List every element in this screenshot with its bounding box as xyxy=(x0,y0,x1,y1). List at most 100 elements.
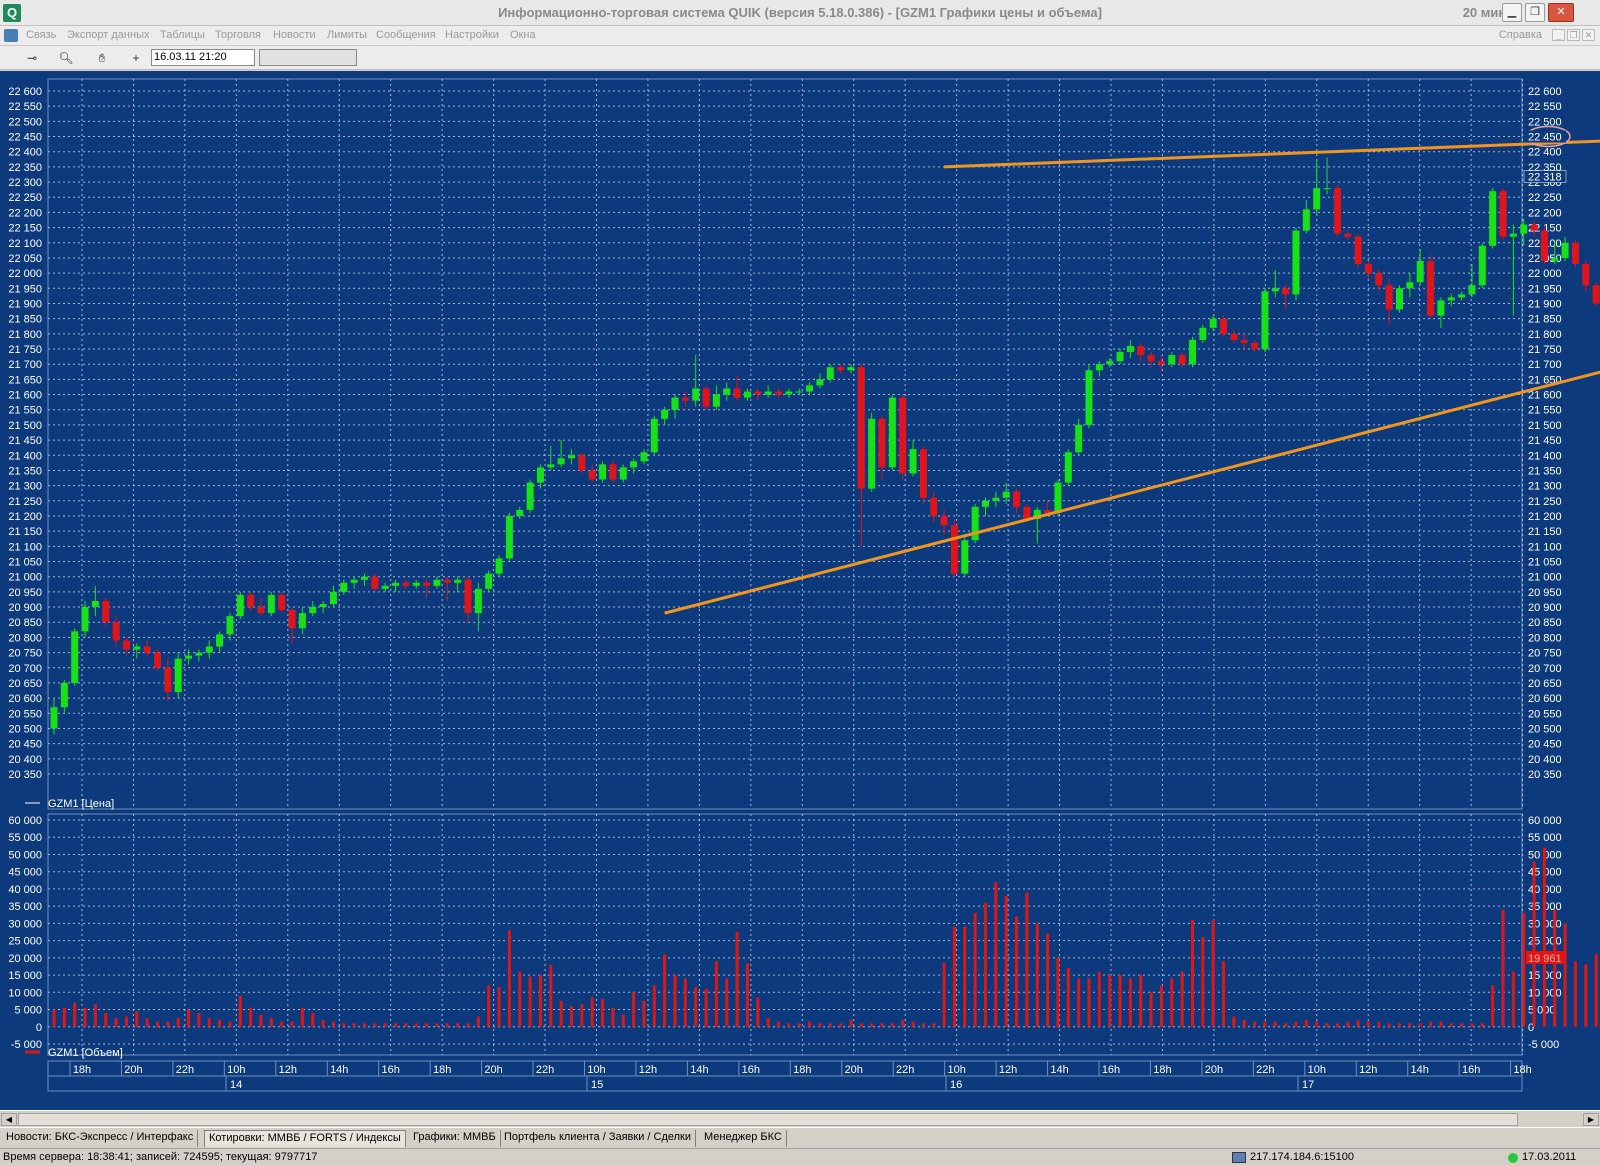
restore-button[interactable]: ❐ xyxy=(1525,3,1545,22)
tab-manager[interactable]: Менеджер БКС xyxy=(700,1130,787,1147)
volume-bar xyxy=(1563,923,1567,1027)
bear-candle xyxy=(1375,273,1383,286)
bull-candle xyxy=(847,367,855,371)
bear-candle xyxy=(775,391,782,395)
price-volume-chart[interactable]: 20 350 20 350 20 400 20 400 20 450 20 450 20 5… xyxy=(0,71,1600,1111)
volume-bar xyxy=(1263,1021,1267,1027)
volume-bar xyxy=(1077,978,1081,1027)
menu-item-messages[interactable]: Сообщения xyxy=(376,29,436,41)
volume-bar xyxy=(156,1021,159,1027)
price-tick-label-left: 21 000 xyxy=(8,572,42,584)
volume-bar xyxy=(694,987,698,1027)
bull-candle xyxy=(1095,364,1103,371)
zoom-icon[interactable]: 🔍︎ xyxy=(58,51,74,65)
menu-item-limits[interactable]: Лимиты xyxy=(327,29,368,41)
scroll-right-icon[interactable]: ▶ xyxy=(1583,1113,1599,1126)
bear-candle xyxy=(588,470,596,480)
scroll-left-icon[interactable]: ◀ xyxy=(1,1113,17,1126)
price-tick-label-right: 20 750 xyxy=(1528,648,1562,660)
volume-bar xyxy=(187,1009,191,1027)
minimize-button[interactable]: ▁ xyxy=(1502,3,1522,22)
day-tick-label: 17 xyxy=(1302,1079,1314,1091)
document-icon[interactable] xyxy=(4,29,18,42)
chart-toolbar: ⊸ 🔍︎ ✋︎ + 16.03.11 21:20 xyxy=(0,46,1600,70)
hand-icon[interactable]: ✋︎ xyxy=(98,51,106,65)
value-input[interactable] xyxy=(259,49,357,66)
menu-item-help[interactable]: Справка xyxy=(1498,29,1542,41)
volume-bar xyxy=(1366,1021,1370,1027)
menu-item-news[interactable]: Новости xyxy=(273,29,316,41)
cursor-icon[interactable]: ⊸ xyxy=(26,51,38,65)
crosshair-icon[interactable]: + xyxy=(132,51,140,65)
price-tick-label-left: 21 050 xyxy=(8,557,42,569)
volume-bar xyxy=(93,1004,97,1027)
volume-bar xyxy=(621,1014,625,1027)
bear-candle xyxy=(1354,236,1362,265)
time-tick-label: 16h xyxy=(382,1064,400,1076)
bull-candle xyxy=(91,600,99,608)
volume-bar xyxy=(880,1023,884,1027)
bull-candle xyxy=(1520,224,1528,234)
volume-bar xyxy=(290,1021,294,1027)
volume-bar xyxy=(1315,1021,1319,1027)
bull-candle xyxy=(888,397,896,468)
volume-bar xyxy=(1491,985,1495,1027)
price-tick-label-right: 22 000 xyxy=(1528,268,1562,280)
price-tick-label-right: 21 750 xyxy=(1528,344,1562,356)
bull-candle xyxy=(536,467,544,483)
menu-item-connect[interactable]: Связь xyxy=(26,29,57,41)
bull-candle xyxy=(1126,345,1134,353)
tab-quotes[interactable]: Котировки: ММВБ / FORTS / Индексы xyxy=(204,1130,406,1147)
volume-tick-label-left: 55 000 xyxy=(8,832,42,844)
volume-bar xyxy=(456,1023,460,1027)
tab-portfolio[interactable]: Портфель клиента / Заявки / Сделки xyxy=(500,1130,697,1147)
menu-item-windows[interactable]: Окна xyxy=(510,29,536,41)
volume-bar xyxy=(1439,1021,1443,1027)
tab-news[interactable]: Новости: БКС-Экспресс / Интерфакс xyxy=(2,1130,199,1147)
bear-candle xyxy=(1023,506,1031,520)
volume-bar xyxy=(311,1012,315,1027)
menu-item-tables[interactable]: Таблицы xyxy=(160,29,205,41)
volume-legend-label: GZM1 [Объем] xyxy=(48,1047,123,1059)
close-button[interactable]: ✕ xyxy=(1548,3,1574,22)
bull-candle xyxy=(71,631,79,683)
bull-candle xyxy=(516,509,524,516)
bear-candle xyxy=(857,367,865,489)
bull-candle xyxy=(1509,233,1517,237)
price-marker-box xyxy=(1524,130,1566,143)
menu-item-trading[interactable]: Торговля xyxy=(215,29,261,41)
bull-candle xyxy=(1271,288,1279,292)
price-tick-label-left: 22 600 xyxy=(8,86,42,98)
volume-bar xyxy=(797,1023,801,1027)
date-time-input[interactable]: 16.03.11 21:20 xyxy=(151,49,255,66)
menu-item-settings[interactable]: Настройки xyxy=(445,29,499,41)
bull-candle xyxy=(599,464,607,480)
horizontal-scrollbar[interactable]: ◀ ▶ xyxy=(0,1110,1600,1127)
volume-bar xyxy=(601,999,605,1027)
tab-charts[interactable]: Графики: ММВБ xyxy=(409,1130,501,1147)
menu-item-export[interactable]: Экспорт данных xyxy=(67,29,150,41)
volume-bar xyxy=(1398,1023,1401,1027)
bear-candle xyxy=(278,594,286,611)
price-tick-label-right: 21 150 xyxy=(1528,526,1562,538)
mdi-restore-button[interactable]: ❐ xyxy=(1567,29,1580,41)
volume-bar xyxy=(994,882,998,1027)
bull-candle xyxy=(743,391,751,398)
bull-candle xyxy=(661,409,669,419)
volume-bar xyxy=(1191,919,1194,1027)
volume-bar xyxy=(963,926,967,1027)
scroll-thumb[interactable] xyxy=(18,1113,1518,1126)
server-status-text: Время сервера: 18:38:41; записей: 724595… xyxy=(3,1151,318,1163)
volume-bar xyxy=(145,1018,149,1027)
bear-candle xyxy=(754,391,762,395)
day-tick-label: 15 xyxy=(591,1079,603,1091)
bull-candle xyxy=(1313,188,1321,210)
volume-bar xyxy=(425,1023,429,1027)
price-tick-label-left: 22 250 xyxy=(8,192,42,204)
bull-candle xyxy=(764,391,772,395)
bull-candle xyxy=(1002,491,1010,498)
mdi-close-button[interactable]: ✕ xyxy=(1582,29,1595,41)
mdi-minimize-button[interactable]: _ xyxy=(1552,29,1565,41)
volume-bar xyxy=(1408,1023,1412,1027)
volume-bar xyxy=(1128,978,1132,1027)
